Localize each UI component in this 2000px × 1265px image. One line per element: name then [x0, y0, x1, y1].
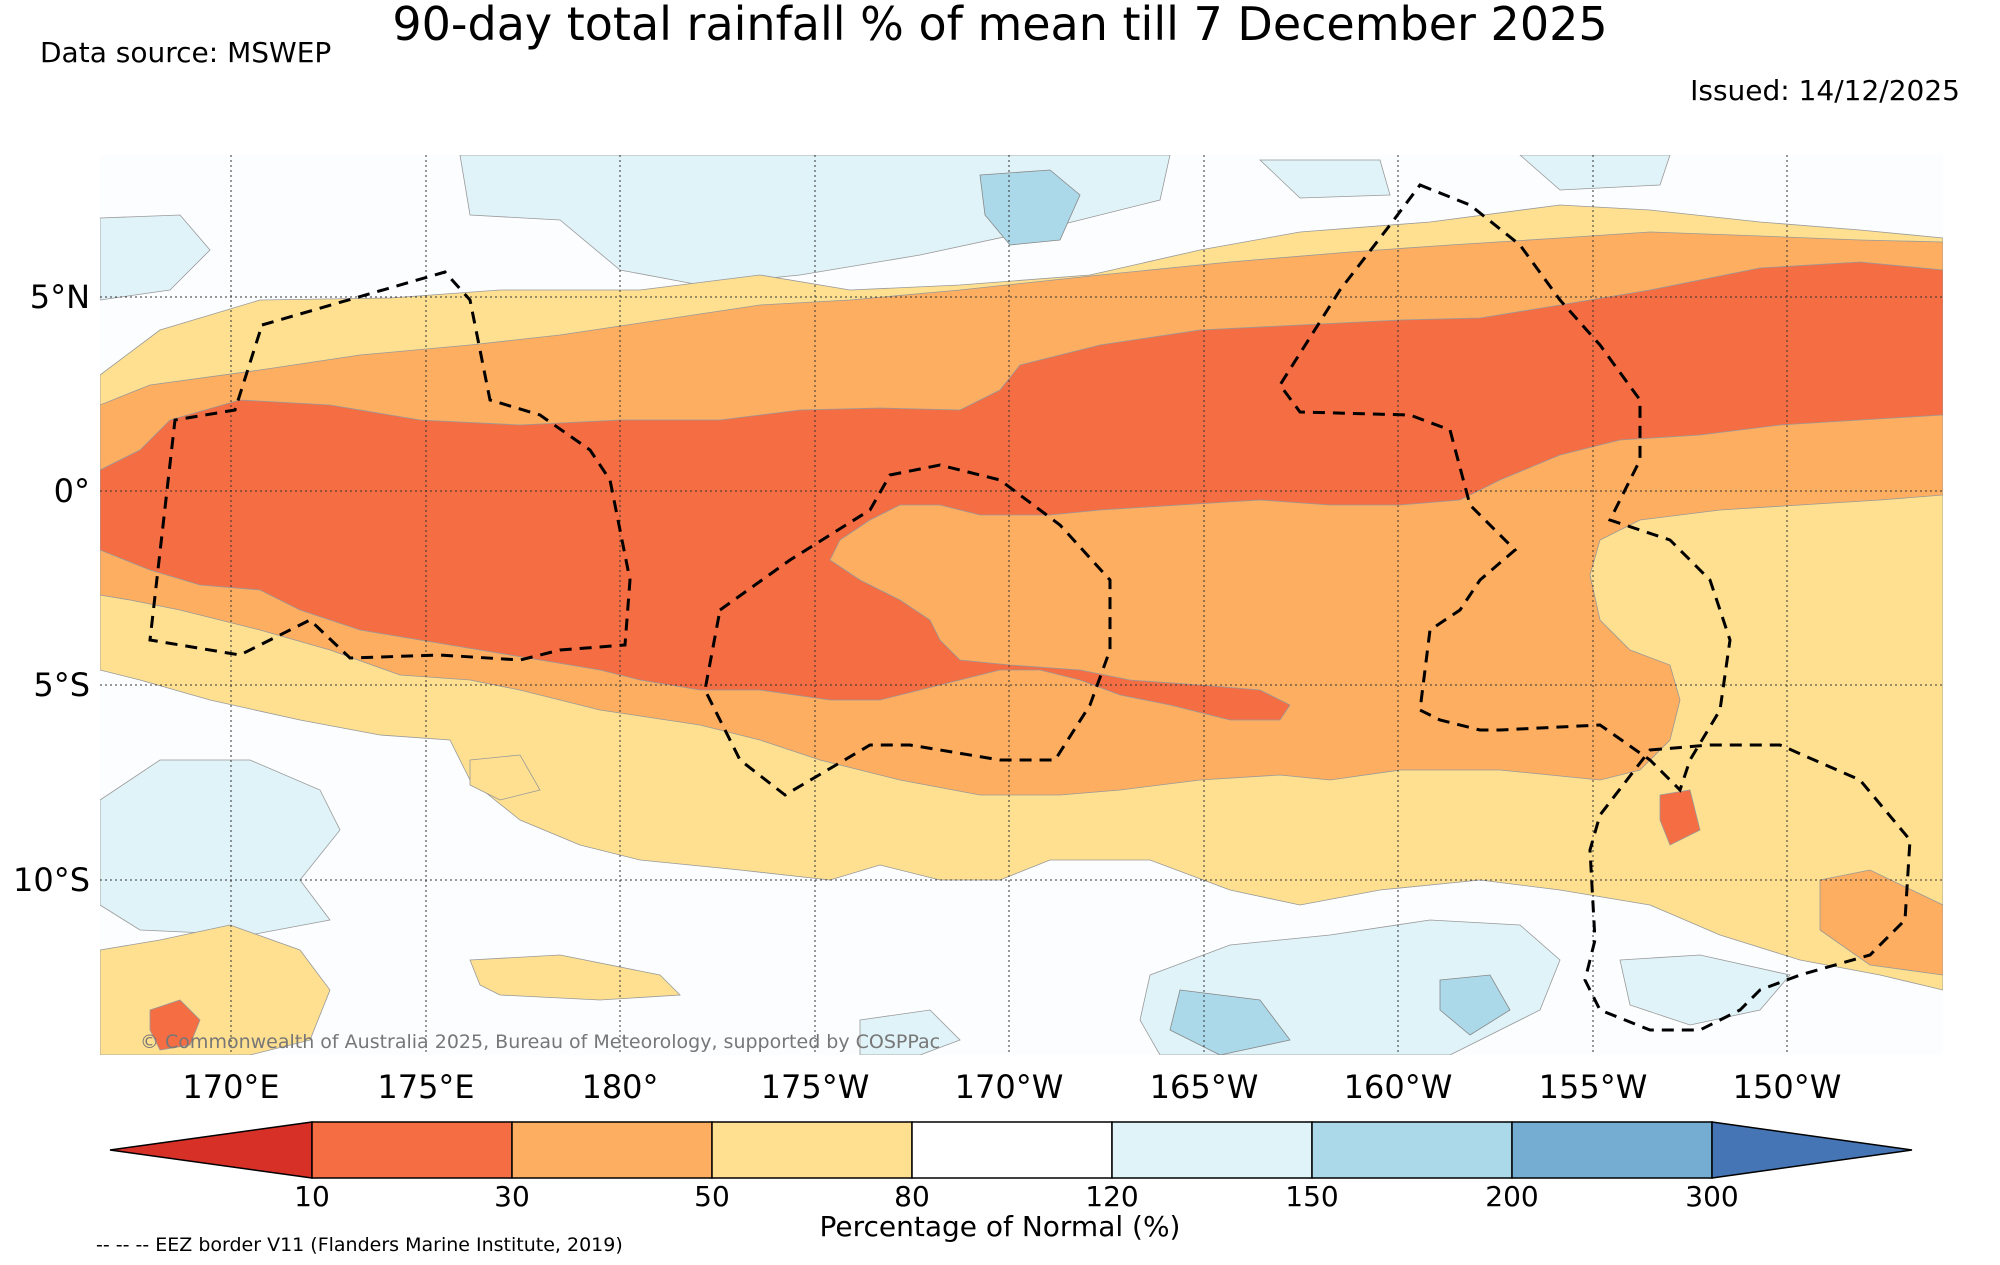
colorbar-bin-30-50: [511, 1121, 713, 1179]
colorbar-bin-150-200: [1311, 1121, 1513, 1179]
colorbar-bin-200-300: [1511, 1121, 1713, 1179]
colorbar-bin-10-30: [311, 1121, 513, 1179]
lon-label-180: 180°: [581, 1068, 659, 1106]
colorbar-label-150: 150: [1285, 1180, 1339, 1213]
field-below-50-se: [1819, 869, 1943, 976]
colorbar-bin-120-150: [1111, 1121, 1313, 1179]
field-wet-north: [100, 155, 1671, 301]
lon-label-150w: 150°W: [1732, 1068, 1842, 1106]
lon-label-170e: 170°E: [182, 1068, 280, 1106]
colorbar-label-300: 300: [1685, 1180, 1739, 1213]
field-below-30-small: [149, 789, 1701, 1051]
colorbar-label-50: 50: [694, 1180, 730, 1213]
field-below-80-south: [100, 754, 681, 1055]
chart-title: 90-day total rainfall % of mean till 7 D…: [392, 0, 1608, 51]
colorbar-extend-high: [1711, 1121, 1913, 1179]
eez-border-kiribati-gilbert: [148, 270, 632, 662]
lon-label-175w: 175°W: [760, 1068, 870, 1106]
data-source-label: Data source: MSWEP: [40, 36, 332, 69]
lat-label-5s: 5°S: [33, 666, 90, 704]
field-wet-south-east: [859, 919, 1791, 1055]
field-very-wet: [979, 169, 1511, 1055]
colorbar-title: Percentage of Normal (%): [819, 1210, 1181, 1243]
lon-label-175e: 175°E: [377, 1068, 475, 1106]
lon-label-155w: 155°W: [1538, 1068, 1648, 1106]
issued-date-label: Issued: 14/12/2025: [1690, 74, 1960, 107]
colorbar-label-30: 30: [494, 1180, 530, 1213]
eez-borders: [148, 183, 1912, 1032]
colorbar-bin-80-120: [911, 1121, 1113, 1179]
colorbar-label-10: 10: [294, 1180, 330, 1213]
colorbar: [109, 1121, 1913, 1179]
lat-label-5n: 5°N: [29, 278, 90, 316]
gridlines: [100, 155, 1943, 1055]
colorbar-extend-low: [109, 1121, 313, 1179]
colorbar-label-80: 80: [894, 1180, 930, 1213]
eez-border-tokelau: [703, 463, 1112, 797]
colorbar-label-200: 200: [1485, 1180, 1539, 1213]
field-wet-south-west: [100, 759, 341, 936]
lon-label-165w: 165°W: [1149, 1068, 1259, 1106]
lon-label-170w: 170°W: [954, 1068, 1064, 1106]
lat-label-10s: 10°S: [12, 861, 90, 899]
map-fields: [100, 155, 1943, 1055]
eez-border-cook-islands: [1583, 743, 1912, 1032]
colorbar-bin-50-80: [711, 1121, 913, 1179]
eez-border-kiribati-line: [1278, 183, 1732, 793]
eez-legend-note: -- -- -- EEZ border V11 (Flanders Marine…: [96, 1234, 623, 1256]
colorbar-label-120: 120: [1085, 1180, 1139, 1213]
lon-label-160w: 160°W: [1343, 1068, 1453, 1106]
copyright-note: © Commonwealth of Australia 2025, Bureau…: [140, 1031, 941, 1053]
lat-label-0: 0°: [53, 472, 90, 510]
